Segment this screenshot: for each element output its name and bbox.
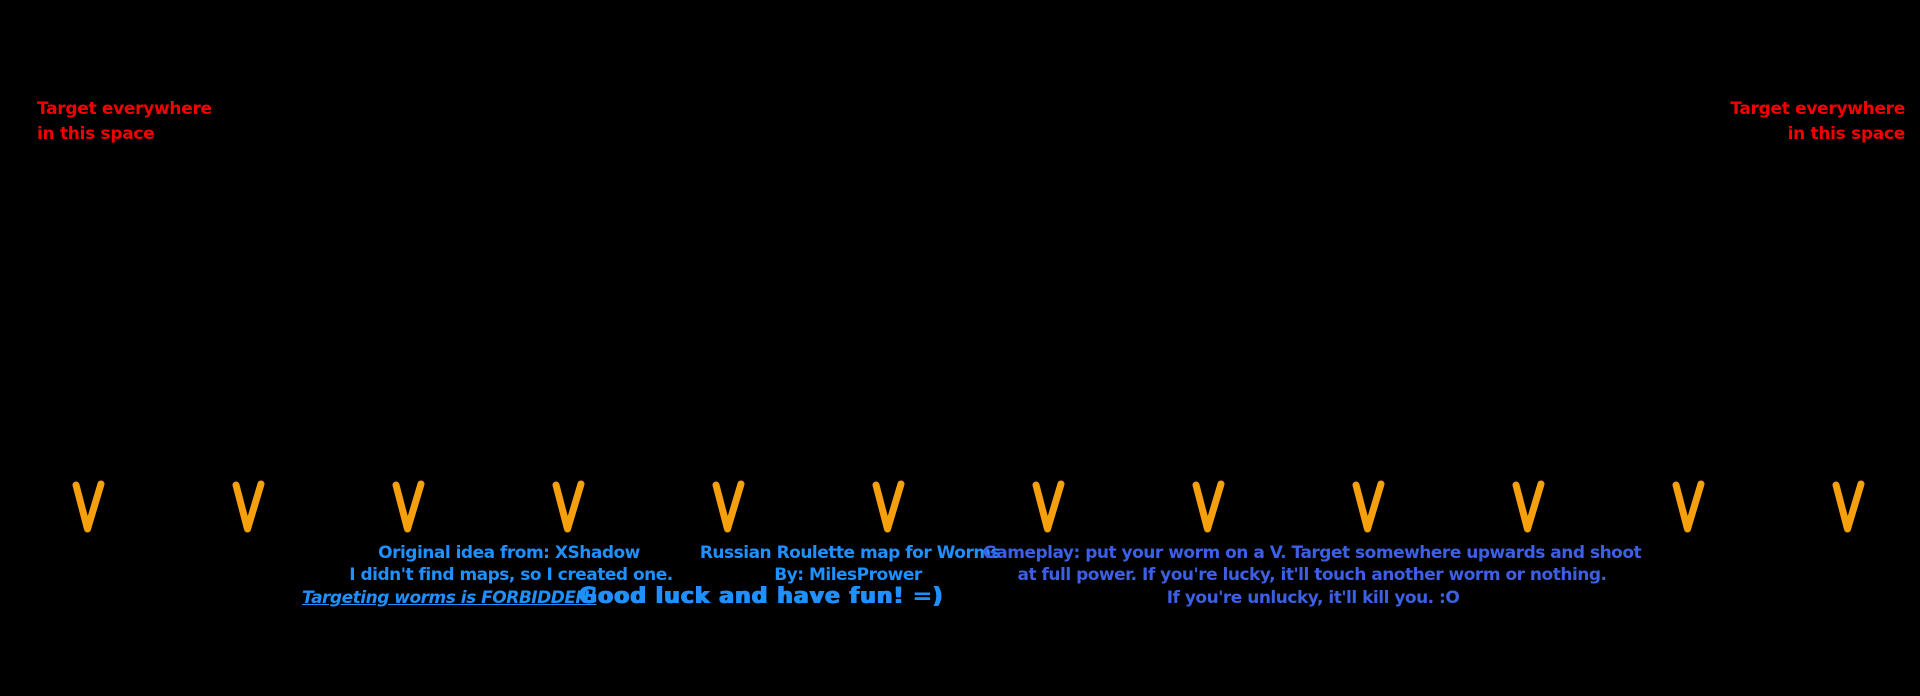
target-note-left-line2: in this space <box>37 124 155 144</box>
v-letter-icon <box>1672 480 1705 533</box>
v-platform <box>548 480 588 534</box>
v-platform <box>1508 480 1548 534</box>
target-note-right-line1: Target everywhere <box>1730 99 1905 119</box>
target-note-right-line2: in this space <box>1787 124 1906 144</box>
v-letter-icon <box>1032 480 1065 533</box>
credit-origin-line1: Original idea from: XShadow <box>378 543 640 563</box>
target-note-left: Target everywhere in this space <box>37 97 212 147</box>
v-platform <box>228 480 268 534</box>
gameplay-instructions-line3: If you're unlucky, it'll kill you. :O <box>1166 588 1460 608</box>
v-platform <box>388 480 428 534</box>
v-letter-icon <box>552 480 585 533</box>
v-letter-icon <box>712 480 745 533</box>
map-title: Russian Roulette map for Worms <box>699 543 1001 563</box>
gameplay-instructions-line2: at full power. If you're lucky, it'll to… <box>1017 565 1608 585</box>
v-platform <box>1188 480 1228 534</box>
v-letter-icon <box>72 480 105 533</box>
v-platform <box>68 480 108 534</box>
v-letter-icon <box>1192 480 1225 533</box>
v-letter-icon <box>1832 480 1865 533</box>
v-platform <box>1348 480 1388 534</box>
forbidden-warning: Targeting worms is FORBIDDEN! <box>302 588 597 608</box>
v-letter-icon <box>392 480 425 533</box>
v-platform <box>1668 480 1708 534</box>
v-platform <box>868 480 908 534</box>
good-luck-message: Good luck and have fun! =) <box>579 584 944 609</box>
v-platform <box>1828 480 1868 534</box>
credit-origin-line2: I didn't find maps, so I created one. <box>349 565 673 585</box>
gameplay-instructions-line1: Gameplay: put your worm on a V. Target s… <box>982 543 1642 563</box>
target-note-left-line1: Target everywhere <box>37 99 212 119</box>
v-letter-icon <box>1352 480 1385 533</box>
map-author: By: MilesPrower <box>774 565 922 585</box>
v-letter-icon <box>232 480 265 533</box>
v-letter-icon <box>1512 480 1545 533</box>
v-platform <box>1028 480 1068 534</box>
v-platform <box>708 480 748 534</box>
v-letter-icon <box>872 480 905 533</box>
target-note-right: Target everywhere in this space <box>1730 97 1905 147</box>
